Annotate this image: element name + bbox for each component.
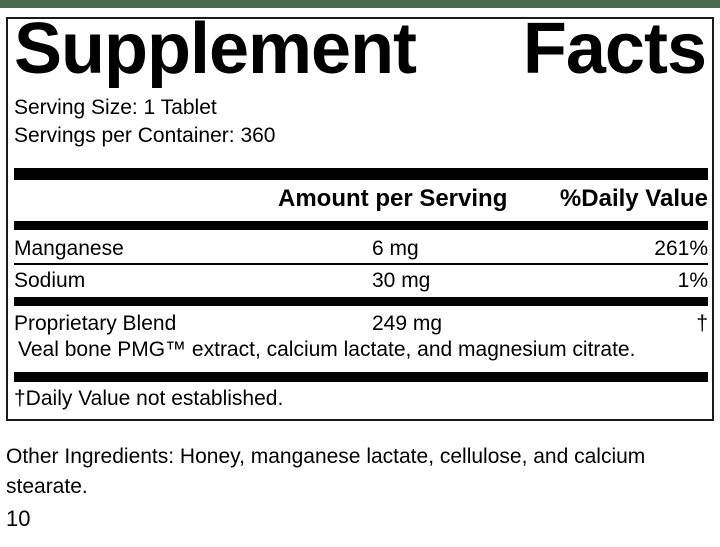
brand-accent-bar: [0, 0, 720, 8]
serving-size-line: Serving Size: 1 Tablet: [14, 96, 217, 119]
other-ingredients-text: Other Ingredients: Honey, manganese lact…: [6, 445, 646, 498]
panel-title-left: Supplement: [14, 9, 417, 89]
nutrient-daily-value: 1%: [677, 269, 708, 292]
supplement-facts-panel: Supplement Facts Serving Size: 1 Tablet …: [6, 13, 714, 421]
nutrient-amount: 249 mg: [372, 312, 443, 335]
daily-value-footnote: †Daily Value not established.: [14, 387, 284, 410]
servings-per-container-line: Servings per Container: 360: [14, 124, 276, 147]
nutrient-daily-value: †: [696, 312, 708, 335]
divider-thick-top: [14, 168, 708, 180]
daily-value-header: %Daily Value: [559, 185, 708, 212]
divider-above-footnote: [14, 372, 708, 382]
proprietary-blend-description: Veal bone PMG™ extract, calcium lactate,…: [18, 338, 636, 361]
nutrient-name: Sodium: [14, 269, 86, 292]
nutrient-name: Proprietary Blend: [14, 312, 177, 335]
nutrient-name: Manganese: [14, 237, 124, 260]
column-header-row: Amount per Serving %Daily Value: [14, 186, 708, 212]
nutrient-amount: 6 mg: [372, 237, 419, 260]
nutrient-amount: 30 mg: [372, 269, 431, 292]
divider-thin: [14, 263, 708, 265]
panel-title-right: Facts: [522, 9, 707, 89]
amount-per-serving-header: Amount per Serving: [278, 185, 508, 212]
page-number: 10: [6, 506, 31, 531]
nutrient-row-proprietary-blend: Proprietary Blend 249 mg †: [14, 312, 708, 338]
divider-below-header: [14, 221, 708, 230]
nutrient-row-sodium: Sodium 30 mg 1%: [14, 269, 708, 295]
divider-above-blend: [14, 297, 708, 306]
nutrient-daily-value: 261%: [654, 237, 708, 260]
panel-title: Supplement Facts: [14, 9, 707, 89]
nutrient-row-manganese: Manganese 6 mg 261%: [14, 237, 708, 263]
